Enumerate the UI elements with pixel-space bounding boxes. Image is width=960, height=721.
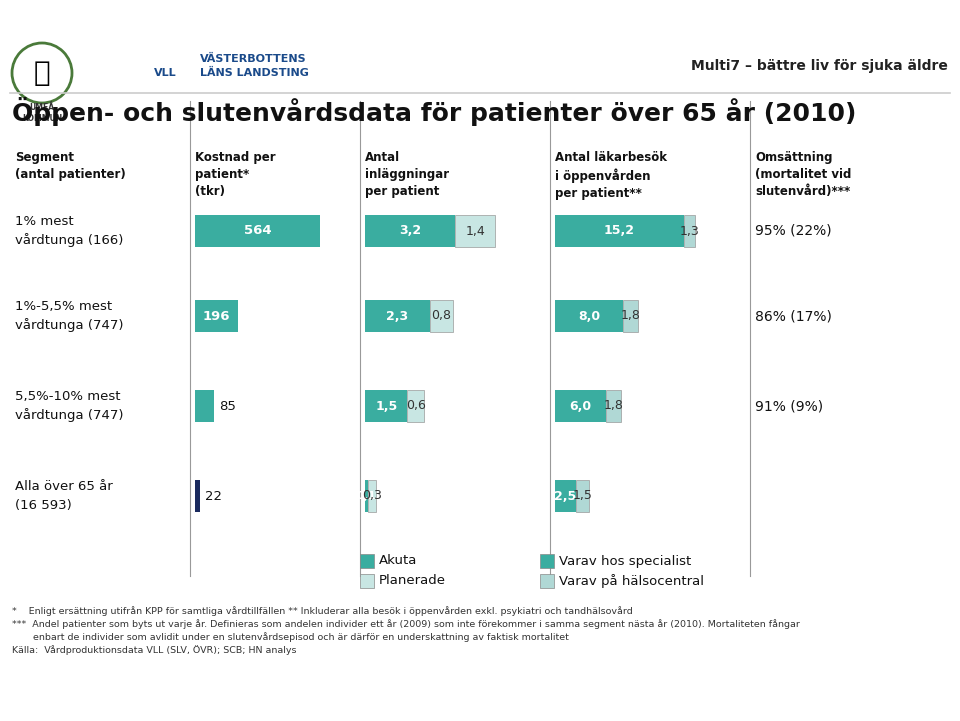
Text: 91% (9%): 91% (9%): [755, 399, 823, 413]
Text: 95% (22%): 95% (22%): [755, 224, 831, 238]
Text: Antal
inläggningar
per patient: Antal inläggningar per patient: [365, 151, 449, 198]
Text: 0,6: 0,6: [406, 399, 426, 412]
Text: 0,8: 0,8: [431, 309, 451, 322]
FancyBboxPatch shape: [195, 300, 238, 332]
Text: 1,3: 1,3: [680, 224, 699, 237]
Text: 85: 85: [219, 399, 236, 412]
Text: 196: 196: [203, 309, 230, 322]
FancyBboxPatch shape: [195, 215, 320, 247]
FancyBboxPatch shape: [455, 215, 495, 247]
Text: ***  Andel patienter som byts ut varje år. Definieras som andelen individer ett : *** Andel patienter som byts ut varje år…: [12, 619, 800, 629]
FancyBboxPatch shape: [623, 300, 638, 332]
FancyBboxPatch shape: [360, 554, 374, 568]
FancyBboxPatch shape: [360, 574, 374, 588]
FancyBboxPatch shape: [555, 390, 606, 422]
Text: 22: 22: [204, 490, 222, 503]
Text: Källa:  Vårdproduktionsdata VLL (SLV, ÖVR); SCB; HN analys: Källa: Vårdproduktionsdata VLL (SLV, ÖVR…: [12, 645, 297, 655]
Text: Akuta: Akuta: [379, 554, 418, 567]
Text: 564: 564: [244, 224, 272, 237]
Text: 🌿: 🌿: [34, 59, 50, 87]
Text: *    Enligt ersättning utifrån KPP för samtliga vårdtillfällen ** Inkluderar all: * Enligt ersättning utifrån KPP för samt…: [12, 606, 633, 616]
Text: Alla över 65 år
(16 593): Alla över 65 år (16 593): [15, 480, 112, 511]
FancyBboxPatch shape: [195, 480, 200, 512]
FancyBboxPatch shape: [365, 390, 407, 422]
FancyBboxPatch shape: [684, 215, 695, 247]
Text: 1,8: 1,8: [620, 309, 640, 322]
FancyBboxPatch shape: [606, 390, 621, 422]
FancyBboxPatch shape: [430, 300, 452, 332]
Circle shape: [12, 43, 72, 103]
Text: 1,8: 1,8: [604, 399, 623, 412]
FancyBboxPatch shape: [540, 554, 554, 568]
Text: VÄSTERBOTTENS
LÄNS LANDSTING: VÄSTERBOTTENS LÄNS LANDSTING: [200, 54, 309, 78]
FancyBboxPatch shape: [365, 300, 430, 332]
Text: Varav på hälsocentral: Varav på hälsocentral: [559, 574, 704, 588]
Text: Segment
(antal patienter): Segment (antal patienter): [15, 151, 126, 181]
Text: 1,5: 1,5: [572, 490, 592, 503]
Text: 5,5%-10% mest
vårdtunga (747): 5,5%-10% mest vårdtunga (747): [15, 390, 124, 423]
Text: 0,3: 0,3: [362, 490, 382, 503]
FancyBboxPatch shape: [365, 215, 455, 247]
Text: 1% mest
vårdtunga (166): 1% mest vårdtunga (166): [15, 215, 124, 247]
Text: 2,5: 2,5: [555, 490, 577, 503]
Text: 0,1: 0,1: [356, 491, 376, 501]
Text: 86% (17%): 86% (17%): [755, 309, 832, 323]
Text: Multi7 – bättre liv för sjuka äldre: Multi7 – bättre liv för sjuka äldre: [691, 59, 948, 73]
Text: Antal läkarbesök
i öppenvården
per patient**: Antal läkarbesök i öppenvården per patie…: [555, 151, 667, 200]
FancyBboxPatch shape: [368, 480, 376, 512]
Text: Öppen- och slutenvårdsdata för patienter över 65 år (2010): Öppen- och slutenvårdsdata för patienter…: [12, 97, 856, 125]
Text: 8,0: 8,0: [578, 309, 600, 322]
Text: VLL: VLL: [154, 68, 177, 78]
FancyBboxPatch shape: [540, 574, 554, 588]
Text: 1,4: 1,4: [466, 224, 485, 237]
Text: enbart de individer som avlidit under en slutenvårdsepisod och är därför en unde: enbart de individer som avlidit under en…: [12, 632, 569, 642]
Text: UMEÅ
KOMMUN: UMEÅ KOMMUN: [22, 103, 62, 123]
Text: 1,5: 1,5: [375, 399, 397, 412]
Text: 3,2: 3,2: [399, 224, 421, 237]
Text: 1%-5,5% mest
vårdtunga (747): 1%-5,5% mest vårdtunga (747): [15, 300, 124, 332]
Text: 6,0: 6,0: [569, 399, 591, 412]
FancyBboxPatch shape: [555, 215, 684, 247]
FancyBboxPatch shape: [407, 390, 424, 422]
Text: 2,3: 2,3: [387, 309, 409, 322]
Text: Planerade: Planerade: [379, 575, 446, 588]
Text: Varav hos specialist: Varav hos specialist: [559, 554, 691, 567]
Text: Kostnad per
patient*
(tkr): Kostnad per patient* (tkr): [195, 151, 276, 198]
FancyBboxPatch shape: [365, 480, 368, 512]
FancyBboxPatch shape: [555, 480, 576, 512]
FancyBboxPatch shape: [555, 300, 623, 332]
Text: Omsättning
(mortalitet vid
slutenvård)***: Omsättning (mortalitet vid slutenvård)**…: [755, 151, 852, 198]
FancyBboxPatch shape: [195, 390, 214, 422]
FancyBboxPatch shape: [576, 480, 588, 512]
Text: 15,2: 15,2: [604, 224, 635, 237]
